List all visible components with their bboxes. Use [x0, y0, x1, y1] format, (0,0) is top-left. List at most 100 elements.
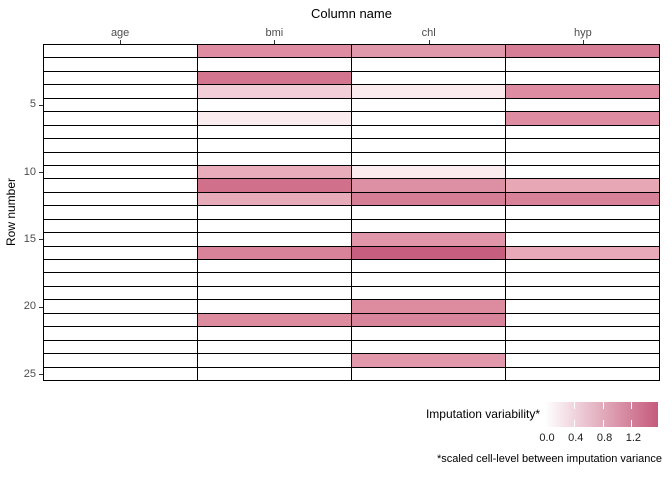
legend-tick-mark [573, 402, 575, 409]
heatmap-cell-bmi-row3 [198, 71, 351, 85]
heatmap-cell-chl-row5 [352, 98, 505, 112]
heatmap-cell-chl-row14 [352, 219, 505, 233]
column-label-hyp: hyp [574, 27, 592, 39]
heatmap-cell-bmi-row7 [198, 125, 351, 139]
column-label-bmi: bmi [265, 27, 284, 39]
heatmap-cell-bmi-row16 [198, 246, 351, 259]
y-tick-label-25: 25 [23, 367, 36, 380]
heatmap-cell-hyp-row19 [506, 286, 659, 300]
heatmap-cell-chl-row19 [352, 286, 505, 300]
heatmap-cell-bmi-row9 [198, 152, 351, 165]
heatmap-cell-age-row10 [44, 165, 197, 179]
heatmap-cell-hyp-row24 [506, 354, 659, 367]
y-tick-mark [39, 172, 43, 174]
heatmap-cell-chl-row4 [352, 85, 505, 98]
heatmap-cell-chl-row8 [352, 139, 505, 152]
heatmap-cell-hyp-row4 [506, 85, 659, 98]
heatmap-cell-age-row12 [44, 192, 197, 206]
heatmap-cell-age-row8 [44, 139, 197, 152]
heatmap-cell-bmi-row22 [198, 327, 351, 340]
column-label-chl: chl [421, 27, 436, 39]
heatmap-cell-chl-row7 [352, 125, 505, 139]
legend-tick-mark [602, 420, 604, 427]
heatmap-cell-age-row9 [44, 152, 197, 165]
legend-tick-label-1.2: 1.2 [625, 432, 641, 444]
heatmap-cell-hyp-row7 [506, 125, 659, 139]
heatmap-cell-bmi-row24 [198, 354, 351, 367]
heatmap-cell-hyp-row16 [506, 246, 659, 259]
heatmap-cell-hyp-row8 [506, 139, 659, 152]
heatmap-cell-chl-row15 [352, 233, 505, 246]
legend-tick-mark [631, 420, 633, 427]
heatmap-cell-age-row19 [44, 286, 197, 300]
heatmap-cell-age-row3 [44, 71, 197, 85]
heatmap-cell-bmi-row2 [198, 58, 351, 71]
heatmap-cell-chl-row6 [352, 112, 505, 125]
y-tick-mark [39, 306, 43, 308]
heatmap-cell-age-row7 [44, 125, 197, 139]
y-tick-mark [39, 104, 43, 106]
heatmap-cell-hyp-row25 [506, 367, 659, 380]
y-tick-label-5: 5 [29, 98, 36, 111]
heatmap-cell-chl-row17 [352, 260, 505, 273]
heatmap-cell-age-row15 [44, 233, 197, 246]
heatmap-cell-hyp-row17 [506, 260, 659, 273]
heatmap-cell-hyp-row6 [506, 112, 659, 125]
heatmap-cell-age-row16 [44, 246, 197, 259]
legend-tick-mark [602, 402, 604, 409]
footnote: *scaled cell-level between imputation va… [436, 453, 662, 465]
legend-tick-label-0.8: 0.8 [596, 432, 613, 444]
heatmap-cell-chl-row9 [352, 152, 505, 165]
heatmap-cell-age-row22 [44, 327, 197, 340]
heatmap-cell-bmi-row1 [198, 45, 351, 58]
heatmap-cell-bmi-row14 [198, 219, 351, 233]
heatmap-cell-bmi-row19 [198, 286, 351, 300]
heatmap-cell-age-row20 [44, 300, 197, 313]
heatmap-cell-chl-row10 [352, 165, 505, 179]
x-tick-mark [274, 40, 276, 44]
y-axis-title: Row number [4, 177, 18, 247]
heatmap-cell-age-row23 [44, 340, 197, 354]
heatmap-cell-age-row21 [44, 313, 197, 327]
heatmap-cell-chl-row3 [352, 71, 505, 85]
heatmap-cell-age-row4 [44, 85, 197, 98]
heatmap-cell-age-row18 [44, 273, 197, 286]
heatmap-cell-bmi-row25 [198, 367, 351, 380]
heatmap-cell-age-row24 [44, 354, 197, 367]
heatmap-cell-hyp-row18 [506, 273, 659, 286]
heatmap-cell-age-row2 [44, 58, 197, 71]
heatmap-cell-hyp-row13 [506, 206, 659, 219]
heatmap-cell-chl-row20 [352, 300, 505, 313]
heatmap-cell-bmi-row5 [198, 98, 351, 112]
heatmap-cell-hyp-row12 [506, 192, 659, 206]
y-tick-label-10: 10 [23, 165, 36, 178]
heatmap-cell-chl-row18 [352, 273, 505, 286]
heatmap-cell-age-row14 [44, 219, 197, 233]
heatmap-cell-bmi-row12 [198, 192, 351, 206]
heatmap-cell-bmi-row20 [198, 300, 351, 313]
heatmap-cell-hyp-row3 [506, 71, 659, 85]
heatmap-cell-chl-row24 [352, 354, 505, 367]
x-tick-mark [582, 40, 584, 44]
heatmap-cell-bmi-row21 [198, 313, 351, 327]
heatmap-cell-chl-row23 [352, 340, 505, 354]
heatmap-cell-age-row6 [44, 112, 197, 125]
column-label-age: age [110, 27, 130, 39]
heatmap-cell-bmi-row11 [198, 179, 351, 192]
heatmap-cell-age-row25 [44, 367, 197, 380]
heatmap-cell-chl-row16 [352, 246, 505, 259]
heatmap-cell-hyp-row21 [506, 313, 659, 327]
legend-tick-label-0.0: 0.0 [539, 432, 555, 444]
y-tick-mark [39, 239, 43, 241]
legend-tick-label-0.4: 0.4 [568, 432, 584, 444]
heatmap-cell-age-row5 [44, 98, 197, 112]
heatmap-cell-hyp-row23 [506, 340, 659, 354]
heatmap-cell-bmi-row13 [198, 206, 351, 219]
heatmap-cell-chl-row25 [352, 367, 505, 380]
heatmap-cell-hyp-row15 [506, 233, 659, 246]
legend-tick-mark [573, 420, 575, 427]
heatmap-cell-chl-row13 [352, 206, 505, 219]
y-tick-label-15: 15 [23, 232, 36, 245]
heatmap-cell-chl-row11 [352, 179, 505, 192]
heatmap-cell-bmi-row18 [198, 273, 351, 286]
